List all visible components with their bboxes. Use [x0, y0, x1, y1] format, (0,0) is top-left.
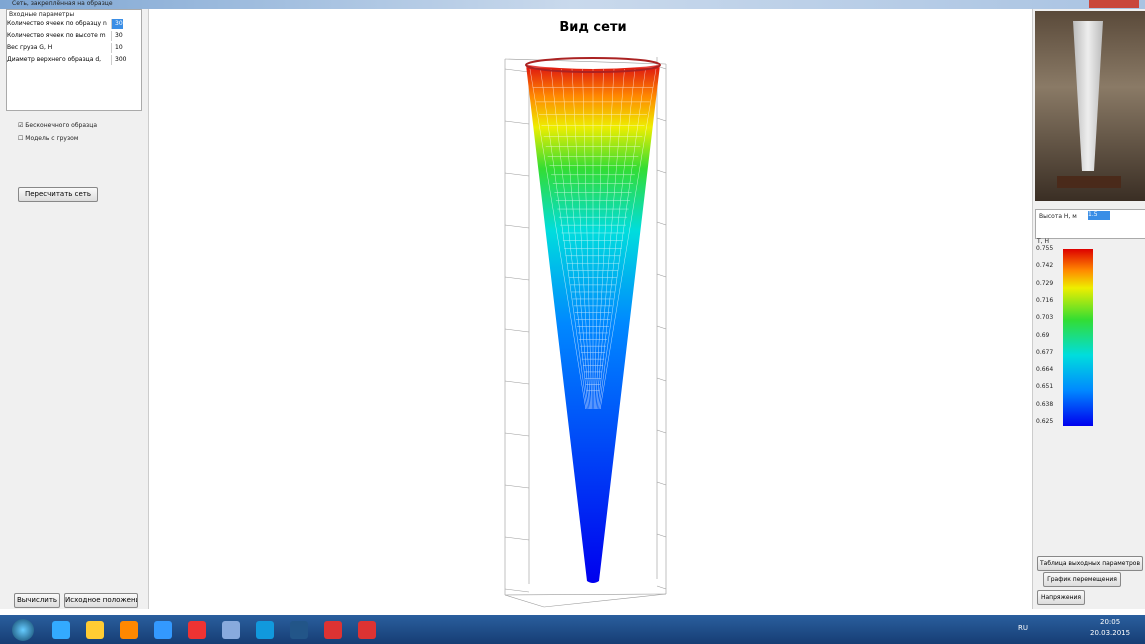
colorbar-tick: 0.742 — [1036, 262, 1053, 269]
grid-line — [505, 173, 529, 176]
grid-line — [657, 170, 666, 173]
taskbar-app[interactable] — [358, 621, 376, 639]
start-button[interactable] — [12, 619, 34, 641]
taskbar-app[interactable] — [86, 621, 104, 639]
colorbar-tick: 0.729 — [1036, 280, 1053, 287]
grid-line — [657, 274, 666, 277]
param-value[interactable]: 300 — [112, 55, 126, 65]
taskbar-app[interactable] — [290, 621, 308, 639]
compute-button[interactable]: Вычислить — [14, 593, 60, 608]
group-title: Входные параметры — [9, 11, 74, 18]
taskbar-app[interactable] — [188, 621, 206, 639]
right-panel: Высота H, м 1.5 T, H 0.755 0.742 0.729 0.71… — [1032, 9, 1145, 609]
grid-line — [505, 329, 529, 332]
axis-line — [505, 594, 666, 595]
app-window: {"window":{"title":"Сеть, закреплённая н… — [0, 0, 1145, 644]
stress-button[interactable]: Напряжения — [1037, 590, 1085, 605]
height-input[interactable]: 1.5 — [1088, 211, 1110, 220]
grid-line — [657, 482, 666, 485]
grid-line — [505, 225, 529, 228]
grid-line — [505, 277, 529, 280]
checkbox[interactable]: ☑ Бесконечного образца — [18, 122, 97, 129]
photo-net — [1073, 21, 1103, 171]
recalc-button[interactable]: Пересчитать сеть — [18, 187, 98, 202]
taskbar-app[interactable] — [52, 621, 70, 639]
lang[interactable]: RU — [1018, 624, 1028, 632]
grid-line — [505, 433, 529, 436]
plot-title: Вид сети — [559, 20, 626, 35]
taskbar-app[interactable] — [154, 621, 172, 639]
colorbar-tick: 0.677 — [1036, 349, 1053, 356]
photo — [1035, 11, 1145, 201]
left-panel: Входные параметры Количество ячеек по об… — [0, 9, 149, 609]
grid-line — [505, 69, 529, 72]
colorbar-tick: 0.755 — [1036, 245, 1053, 252]
colorbar-tick: 0.664 — [1036, 366, 1053, 373]
taskbar-app[interactable] — [324, 621, 342, 639]
colorbar-tick: 0.625 — [1036, 418, 1053, 425]
grid-line — [505, 485, 529, 488]
graph-button[interactable]: График перемещения — [1043, 572, 1121, 587]
grid-line — [657, 586, 666, 589]
photo-base — [1057, 176, 1121, 188]
taskbar-app[interactable] — [120, 621, 138, 639]
clock-time: 20:05 — [1100, 618, 1120, 626]
param-value[interactable]: 10 — [112, 43, 123, 53]
param-value[interactable]: 30 — [112, 31, 123, 41]
colorbar — [1063, 249, 1093, 426]
grid-line — [657, 222, 666, 225]
window-title: Сеть, закреплённая на образце — [12, 0, 113, 7]
param-name: Вес груза G, H — [7, 43, 112, 53]
grid-line — [657, 378, 666, 381]
reset-button[interactable]: Исходное положение — [64, 593, 138, 608]
clock-date: 20.03.2015 — [1090, 629, 1130, 637]
colorbar-tick: 0.638 — [1036, 401, 1053, 408]
checkbox-label: Бесконечного образца — [25, 122, 97, 129]
taskbar: RU 20:05 20.03.2015 — [0, 615, 1145, 644]
grid-line — [657, 326, 666, 329]
table-button[interactable]: Таблица выходных параметров — [1037, 556, 1143, 571]
colorbar-tick: 0.69 — [1036, 332, 1049, 339]
grid-line — [505, 121, 529, 124]
param-value[interactable]: 30 — [112, 19, 123, 29]
height-box: Высота H, м 1.5 — [1035, 209, 1145, 239]
grid-line — [657, 118, 666, 121]
grid-line — [505, 537, 529, 540]
colorbar-tick: 0.716 — [1036, 297, 1053, 304]
taskbar-app[interactable] — [222, 621, 240, 639]
param-row: Диаметр верхнего образца d, мм300 — [7, 55, 137, 65]
height-label: Высота H, м — [1039, 213, 1077, 220]
grid-line — [505, 381, 529, 384]
grid-line — [657, 534, 666, 537]
grid-line — [505, 589, 529, 592]
grid-line — [657, 430, 666, 433]
colorbar-label: T, H — [1037, 238, 1049, 245]
title-bar: Сеть, закреплённая на образце — [0, 0, 1145, 9]
axis-line — [505, 595, 544, 607]
colorbar-tick: 0.703 — [1036, 314, 1053, 321]
checkbox[interactable]: ☐ Модель с грузом — [18, 135, 78, 142]
param-name: Диаметр верхнего образца d, мм — [7, 55, 112, 65]
plot-canvas: Вид сети — [149, 9, 1032, 615]
taskbar-app[interactable] — [256, 621, 274, 639]
axis-line — [544, 594, 666, 607]
param-name: Количество ячеек по образцу n — [7, 19, 112, 29]
param-name: Количество ячеек по высоте m — [7, 31, 112, 41]
colorbar-tick: 0.651 — [1036, 383, 1053, 390]
checkbox-label: Модель с грузом — [25, 135, 78, 142]
window-controls[interactable] — [1089, 0, 1139, 8]
